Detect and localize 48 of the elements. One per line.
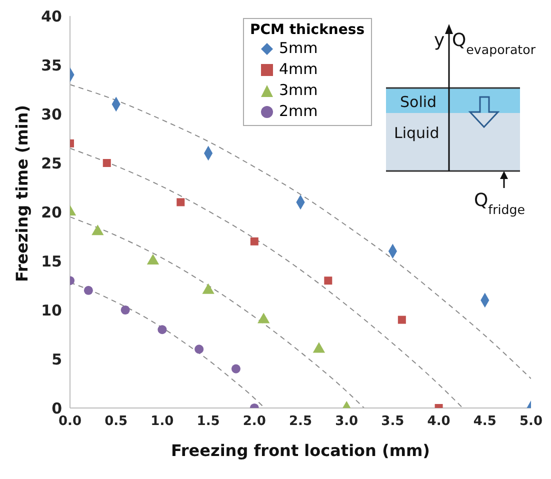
- point: [202, 283, 214, 294]
- point: [102, 159, 111, 167]
- x-tick-label: 0.0: [58, 414, 82, 430]
- point: [258, 312, 270, 324]
- y-tick-label: 35: [41, 56, 62, 74]
- annotation: Liquid: [394, 124, 440, 142]
- point: [250, 237, 258, 246]
- legend-title: PCM thickness: [250, 22, 365, 38]
- y-axis-title: Freezing time (min): [12, 104, 32, 282]
- point: [120, 305, 130, 315]
- annotation: y: [434, 30, 445, 51]
- x-tick-label: 1.5: [196, 414, 220, 430]
- y-tick-label: 30: [41, 105, 62, 124]
- x-tick-label: 3.0: [335, 414, 358, 430]
- x-tick-label: 4.0: [427, 414, 450, 430]
- legend-label: 2mm: [278, 101, 319, 122]
- point: [194, 344, 204, 354]
- point: [231, 364, 240, 374]
- point: [176, 198, 185, 206]
- point: [92, 224, 104, 236]
- line-series: [70, 84, 531, 380]
- point: [84, 286, 93, 295]
- y-tick-label: 5: [52, 350, 62, 368]
- y-tick-label: 40: [41, 7, 62, 26]
- x-axis-title: Freezing front location (mm): [171, 441, 430, 460]
- point: [158, 325, 167, 334]
- legend-label: 3mm: [278, 80, 319, 101]
- point: [398, 316, 406, 324]
- x-tick-label: 2.5: [288, 414, 312, 430]
- annotation: Q$_{fridge}$: [474, 190, 526, 216]
- legend-label: 4mm: [278, 59, 319, 80]
- x-tick-label: 3.5: [381, 414, 404, 430]
- x-tick-label: 2.0: [242, 414, 266, 430]
- line-series: [70, 216, 365, 408]
- y-tick-label: 10: [41, 301, 62, 320]
- point: [312, 342, 326, 353]
- point: [146, 254, 160, 265]
- annotation: Q$_{evaporator}$: [452, 30, 536, 56]
- y-tick-label: 20: [41, 203, 62, 222]
- x-tick-label: 5.0: [519, 414, 543, 430]
- legend-label: 5mm: [278, 38, 319, 59]
- y-tick-label: 15: [41, 252, 62, 270]
- point: [324, 276, 332, 285]
- annotation: Solid: [400, 93, 437, 111]
- x-tick-label: 0.5: [104, 414, 128, 430]
- x-tick-label: 1.0: [150, 414, 174, 430]
- x-tick-label: 4.5: [473, 414, 496, 430]
- y-tick-label: 25: [41, 154, 62, 172]
